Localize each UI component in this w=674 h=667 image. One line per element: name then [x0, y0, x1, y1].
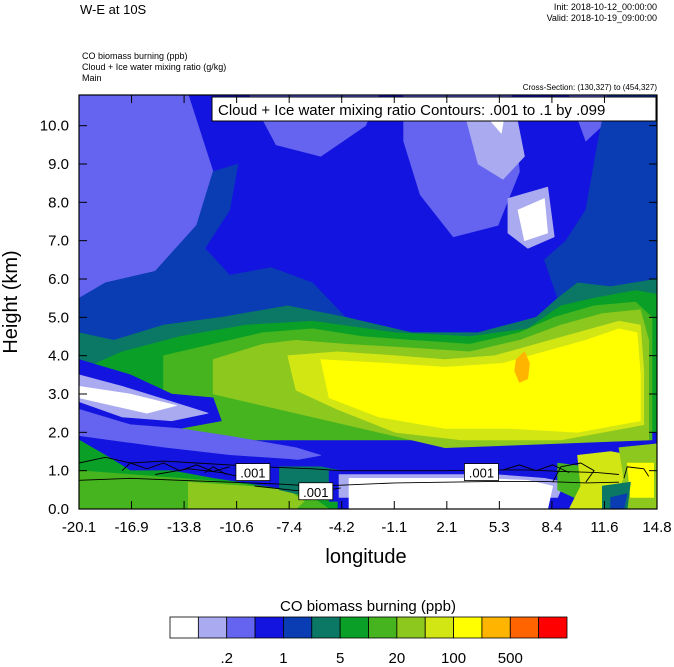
contour-line-0 — [79, 456, 619, 475]
contour-label-2: .001 — [469, 466, 494, 481]
x-tick-label-0: -20.1 — [62, 519, 96, 536]
colorbar-box-2 — [226, 616, 256, 639]
plot-frame — [78, 94, 658, 510]
x-axis-label: longitude — [325, 546, 406, 568]
co-region-30 — [348, 477, 554, 509]
co-fill-layer — [79, 95, 657, 509]
colorbar-box-6 — [339, 616, 369, 639]
colorbar-box-8 — [396, 616, 426, 639]
y-tick-label-6: 6.0 — [48, 271, 69, 288]
cloud-contour-layer — [79, 456, 650, 492]
axes: -20.1 -16.9 -13.8 -10.6 -7.4 -4.2 -1.1 2.1 5.3 8.… — [40, 95, 672, 536]
x-tick-label-1: -16.9 — [114, 519, 148, 536]
y-axis-label: Height (km) — [0, 250, 22, 353]
x-tick-label-11: 14.8 — [642, 519, 671, 536]
contour-label-1: .001 — [303, 485, 328, 500]
co-region-26 — [188, 481, 305, 509]
colorbar-box-11 — [481, 616, 511, 639]
colorbar-box-0 — [169, 616, 199, 639]
contour-line-3 — [155, 468, 239, 477]
y-tick-label-1: 1.0 — [48, 463, 69, 480]
contour-info-label: Cloud + Ice water mixing ratio Contours:… — [218, 102, 605, 119]
co-region-36 — [610, 493, 628, 509]
init-time: Init: 2018-10-12_00:00:00 — [553, 2, 657, 12]
colorbar-box-1 — [197, 616, 228, 639]
field-name-co: CO biomass burning (ppb) — [82, 51, 188, 61]
co-region-17 — [320, 328, 641, 433]
contour-label-0: .001 — [240, 466, 265, 481]
contour-label-layer: .001 .001 .001 — [235, 463, 499, 501]
colorbar-box-9 — [424, 616, 454, 639]
colorbar-box-12 — [509, 616, 540, 639]
field-name-cloud-ice: Cloud + Ice water mixing ratio (g/kg) — [82, 62, 227, 72]
colorbar-box-7 — [368, 616, 398, 639]
colorbar-label-1: 1 — [279, 650, 287, 667]
colorbar-box-4 — [283, 616, 313, 639]
contour-line-8 — [623, 466, 650, 479]
contour-line-4 — [204, 466, 227, 475]
x-tick-label-4: -7.4 — [276, 519, 302, 536]
x-tick-label-8: 5.3 — [489, 519, 510, 536]
contour-line-1 — [79, 477, 619, 487]
colorbar-label-3: 20 — [389, 650, 406, 667]
x-tick-label-2: -13.8 — [167, 519, 201, 536]
contour-line-6 — [502, 464, 570, 474]
contour-label-box-0 — [235, 463, 271, 481]
colorbar-title: CO biomass burning (ppb) — [280, 598, 456, 615]
y-tick-label-7: 7.0 — [48, 233, 69, 250]
y-tick-label-8: 8.0 — [48, 194, 69, 211]
y-tick-label-3: 3.0 — [48, 386, 69, 403]
y-tick-label-0: 0.0 — [48, 501, 69, 518]
x-tick-label-3: -10.6 — [220, 519, 254, 536]
domain-name: Main — [82, 73, 102, 83]
x-tick-label-6: -1.1 — [381, 519, 407, 536]
valid-time: Valid: 2018-10-19_09:00:00 — [546, 13, 657, 23]
cross-section-label: Cross-Section: (130,327) to (454,327) — [522, 83, 657, 92]
colorbar-box-10 — [453, 616, 483, 639]
y-tick-label-10: 10.0 — [40, 118, 69, 135]
colorbar-box-5 — [311, 616, 341, 639]
y-tick-label-4: 4.0 — [48, 348, 69, 365]
co-region-18 — [514, 351, 530, 383]
x-tick-label-9: 8.4 — [541, 519, 562, 536]
y-tick-label-2: 2.0 — [48, 424, 69, 441]
colorbar-label-5: 500 — [498, 650, 523, 667]
contour-line-2 — [121, 462, 230, 472]
main-title: W-E at 10S — [80, 2, 147, 17]
x-tick-label-7: 2.1 — [436, 519, 457, 536]
colorbar-label-0: .2 — [220, 650, 233, 667]
colorbar: .2 1 5 20 100 500 — [169, 616, 568, 667]
colorbar-box-13 — [538, 616, 568, 639]
colorbar-box-3 — [254, 616, 284, 639]
y-tick-label-9: 9.0 — [48, 156, 69, 173]
y-tick-label-5: 5.0 — [48, 309, 69, 326]
colorbar-label-2: 5 — [336, 650, 344, 667]
colorbar-label-4: 100 — [441, 650, 466, 667]
contour-line-7 — [552, 462, 595, 483]
co-region-8 — [517, 198, 549, 241]
contour-label-box-1 — [298, 482, 334, 501]
contour-label-box-2 — [464, 463, 499, 481]
x-tick-label-10: 11.6 — [590, 519, 618, 536]
co-region-21 — [79, 385, 177, 414]
contour-info-box: Cloud + Ice water mixing ratio Contours:… — [211, 96, 657, 122]
x-tick-label-5: -4.2 — [329, 519, 355, 536]
